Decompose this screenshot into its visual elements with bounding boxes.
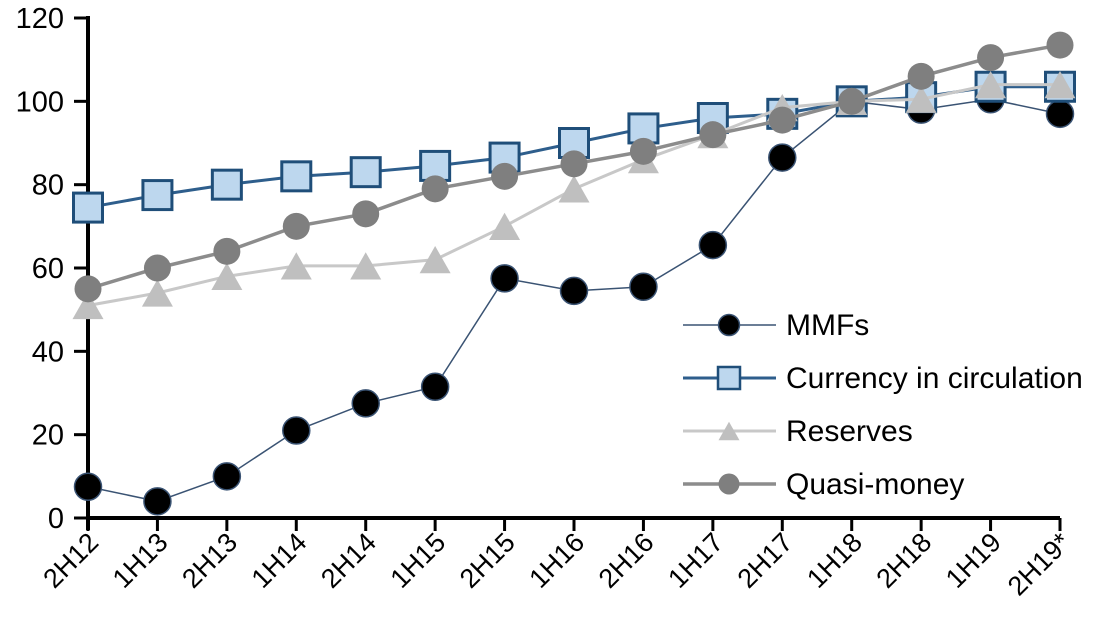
data-point-marker bbox=[72, 191, 104, 224]
data-point-marker bbox=[490, 264, 519, 293]
y-tick-label: 80 bbox=[32, 170, 64, 202]
data-point-marker bbox=[419, 246, 451, 274]
data-point-marker bbox=[1044, 71, 1076, 99]
data-point-marker bbox=[211, 262, 243, 290]
data-point-marker bbox=[905, 85, 937, 113]
data-point-marker bbox=[838, 87, 866, 115]
x-tick-label: 2H15 bbox=[454, 527, 521, 594]
data-point-marker bbox=[629, 137, 657, 165]
legend-label: MMFs bbox=[786, 309, 869, 342]
data-point-marker bbox=[352, 200, 380, 228]
series-quasi-money bbox=[74, 31, 1074, 303]
legend: MMFs Currency in circulation Reserves Quasi… bbox=[683, 309, 1083, 501]
y-tick-label: 120 bbox=[16, 3, 64, 35]
data-point-marker bbox=[716, 365, 742, 391]
data-point-marker bbox=[489, 212, 521, 240]
y-tick-label: 20 bbox=[32, 420, 64, 452]
data-point-marker bbox=[977, 44, 1005, 72]
x-tick-label: 2H12 bbox=[37, 527, 104, 594]
data-point-marker bbox=[282, 212, 310, 240]
legend-item-reserves: Reserves bbox=[683, 415, 913, 448]
data-point-marker bbox=[212, 462, 242, 491]
data-point-marker bbox=[699, 121, 727, 149]
y-tick-label: 40 bbox=[32, 336, 64, 368]
data-point-marker bbox=[629, 272, 658, 301]
x-tick-label: 1H14 bbox=[246, 527, 313, 594]
x-tick-label: 1H18 bbox=[801, 527, 868, 594]
data-point-marker bbox=[213, 237, 241, 265]
y-tick-label: 0 bbox=[48, 503, 64, 535]
legend-item-quasi-money: Quasi-money bbox=[683, 468, 964, 501]
x-tick-label: 1H15 bbox=[385, 527, 452, 594]
data-point-marker bbox=[907, 62, 935, 90]
data-point-marker bbox=[421, 175, 449, 203]
x-tick-label: 1H16 bbox=[523, 527, 590, 594]
data-point-marker bbox=[73, 472, 103, 501]
data-point-marker bbox=[559, 276, 589, 306]
data-point-marker bbox=[558, 175, 590, 203]
x-tick-label: 2H17 bbox=[732, 527, 799, 594]
data-point-marker bbox=[1045, 99, 1075, 129]
x-tick-label: 2H14 bbox=[315, 527, 382, 594]
y-tick-label: 100 bbox=[16, 86, 64, 118]
data-point-marker bbox=[560, 150, 588, 178]
x-tick-label: 1H13 bbox=[107, 527, 174, 594]
data-point-marker bbox=[74, 275, 102, 303]
data-point-marker bbox=[491, 162, 519, 190]
data-point-marker bbox=[698, 230, 728, 260]
data-point-marker bbox=[210, 168, 243, 201]
data-point-marker bbox=[768, 106, 796, 134]
legend-item-currency-in-circulation: Currency in circulation bbox=[683, 362, 1083, 395]
x-tick-label: 2H18 bbox=[871, 527, 938, 594]
x-tick-label: 2H19* bbox=[1002, 527, 1077, 602]
legend-label: Quasi-money bbox=[786, 468, 964, 501]
data-point-marker bbox=[717, 313, 741, 337]
data-point-marker bbox=[350, 252, 382, 280]
data-point-marker bbox=[72, 291, 104, 320]
data-point-marker bbox=[349, 156, 382, 189]
data-point-marker bbox=[282, 416, 311, 445]
legend-label: Currency in circulation bbox=[786, 362, 1083, 395]
data-point-marker bbox=[351, 389, 380, 418]
legend-label: Reserves bbox=[786, 415, 913, 448]
x-tick-label: 2H16 bbox=[593, 527, 660, 594]
data-point-marker bbox=[1046, 31, 1074, 59]
data-point-marker bbox=[280, 160, 313, 193]
data-point-marker bbox=[141, 179, 174, 212]
data-point-marker bbox=[718, 421, 740, 441]
x-tick-label: 1H19 bbox=[940, 527, 1007, 594]
x-tick-label: 1H17 bbox=[662, 527, 729, 594]
data-point-marker bbox=[718, 473, 740, 495]
x-tick-label: 2H13 bbox=[176, 527, 243, 594]
data-point-marker bbox=[141, 279, 173, 307]
legend-item-mmfs: MMFs bbox=[683, 309, 869, 342]
data-point-marker bbox=[280, 252, 312, 280]
data-point-marker bbox=[420, 372, 450, 401]
data-point-marker bbox=[768, 143, 797, 172]
y-tick-label: 60 bbox=[32, 253, 64, 285]
data-point-marker bbox=[143, 254, 171, 282]
data-point-marker bbox=[143, 487, 172, 516]
data-point-marker bbox=[975, 71, 1007, 99]
